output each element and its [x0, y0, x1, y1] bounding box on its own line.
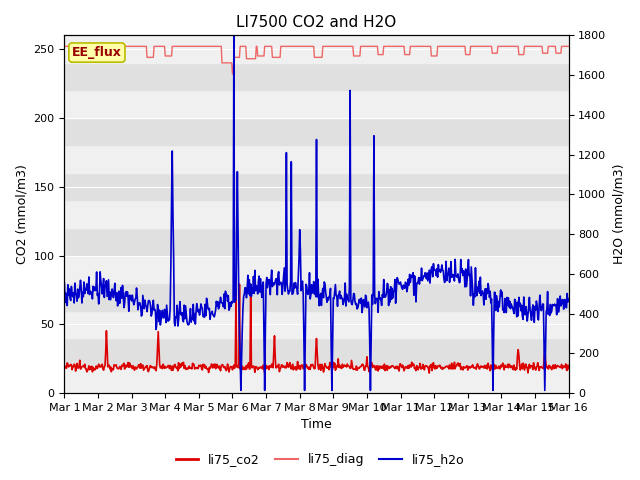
- li75_h2o: [237, 387, 244, 393]
- li75_h2o: [359, 304, 367, 310]
- Bar: [65, 338, 568, 366]
- Y-axis label: CO2 (mmol/m3): CO2 (mmol/m3): [15, 164, 28, 264]
- Y-axis label: H2O (mmol/m3): H2O (mmol/m3): [612, 164, 625, 264]
- Bar: [65, 283, 568, 311]
- Bar: [65, 36, 568, 63]
- Bar: [65, 255, 568, 283]
- Bar: [65, 201, 568, 228]
- li75_co2: [564, 366, 572, 372]
- Title: LI7500 CO2 and H2O: LI7500 CO2 and H2O: [236, 15, 397, 30]
- Bar: [65, 90, 568, 118]
- li75_h2o: [564, 297, 572, 302]
- li75_co2: [236, 281, 243, 287]
- X-axis label: Time: Time: [301, 419, 332, 432]
- Line: li75_h2o: li75_h2o: [65, 36, 568, 390]
- li75_diag: [408, 44, 415, 49]
- Bar: [65, 366, 568, 393]
- li75_co2: [309, 362, 317, 368]
- Bar: [65, 173, 568, 201]
- li75_diag: [172, 44, 179, 49]
- li75_co2: [193, 365, 200, 371]
- Bar: [65, 145, 568, 173]
- li75_h2o: [193, 301, 200, 307]
- li75_h2o: [172, 323, 179, 329]
- li75_h2o: [61, 280, 68, 286]
- li75_co2: [408, 360, 415, 365]
- li75_diag: [61, 44, 68, 49]
- li75_co2: [426, 370, 433, 376]
- Line: li75_co2: li75_co2: [65, 284, 568, 373]
- li75_diag: [309, 44, 317, 49]
- li75_h2o: [520, 294, 527, 300]
- li75_h2o: [408, 275, 416, 280]
- Bar: [65, 228, 568, 255]
- li75_co2: [172, 361, 179, 367]
- Line: li75_diag: li75_diag: [65, 47, 568, 74]
- li75_h2o: [230, 33, 237, 38]
- Bar: [65, 63, 568, 90]
- li75_diag: [228, 71, 236, 77]
- li75_co2: [61, 364, 68, 370]
- li75_diag: [193, 44, 200, 49]
- Bar: [65, 311, 568, 338]
- li75_diag: [358, 44, 366, 49]
- Text: EE_flux: EE_flux: [72, 46, 122, 59]
- Legend: li75_co2, li75_diag, li75_h2o: li75_co2, li75_diag, li75_h2o: [171, 448, 469, 471]
- li75_h2o: [310, 279, 317, 285]
- li75_co2: [358, 361, 366, 367]
- li75_diag: [564, 44, 572, 49]
- li75_diag: [519, 52, 527, 58]
- li75_co2: [520, 361, 527, 367]
- Bar: [65, 118, 568, 145]
